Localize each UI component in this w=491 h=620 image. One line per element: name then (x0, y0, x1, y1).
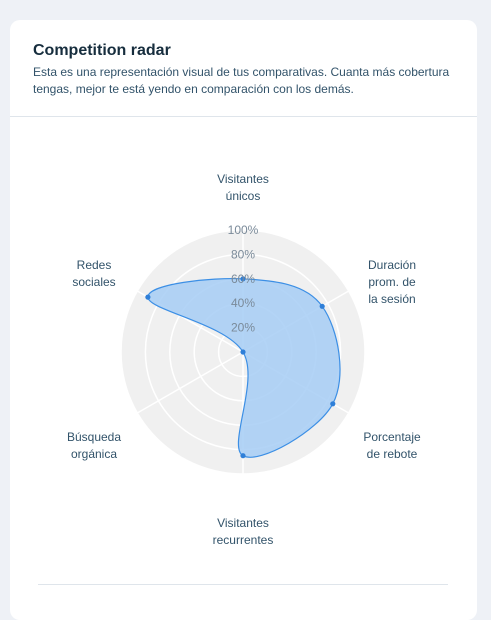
radar-axis-label: Búsqueda orgánica (67, 430, 121, 461)
divider (10, 116, 477, 117)
radar-axis-label: Visitantes únicos (217, 172, 269, 203)
card-title: Competition radar (33, 42, 171, 59)
radar-data-point (145, 294, 151, 300)
radar-chart: 20% 40% 60% 80% 100% Visitantes únicos Duración… (67, 172, 421, 547)
radar-axis-label: Porcentaje de rebote (363, 430, 421, 461)
radar-data-point (330, 401, 336, 407)
radar-axis-label: Visitantes recurrentes (213, 516, 274, 547)
radar-tick-label: 40% (231, 296, 255, 310)
radar-tick-label: 100% (228, 223, 259, 237)
radar-axis-label: Redes sociales (72, 258, 115, 289)
radar-data-point (240, 453, 246, 459)
radar-axis-label: Duración prom. de la sesión (368, 258, 416, 306)
radar-spoke (136, 351, 244, 414)
card-subtitle: Esta es una representación visual de tus… (33, 65, 450, 96)
radar-data-point (319, 303, 325, 309)
radar-tick-label: 60% (231, 272, 255, 286)
divider (38, 584, 448, 585)
radar-tick-label: 80% (231, 247, 255, 261)
radar-data-point (240, 276, 246, 282)
radar-tick-label: 20% (231, 321, 255, 335)
radar-data-point (240, 349, 246, 355)
